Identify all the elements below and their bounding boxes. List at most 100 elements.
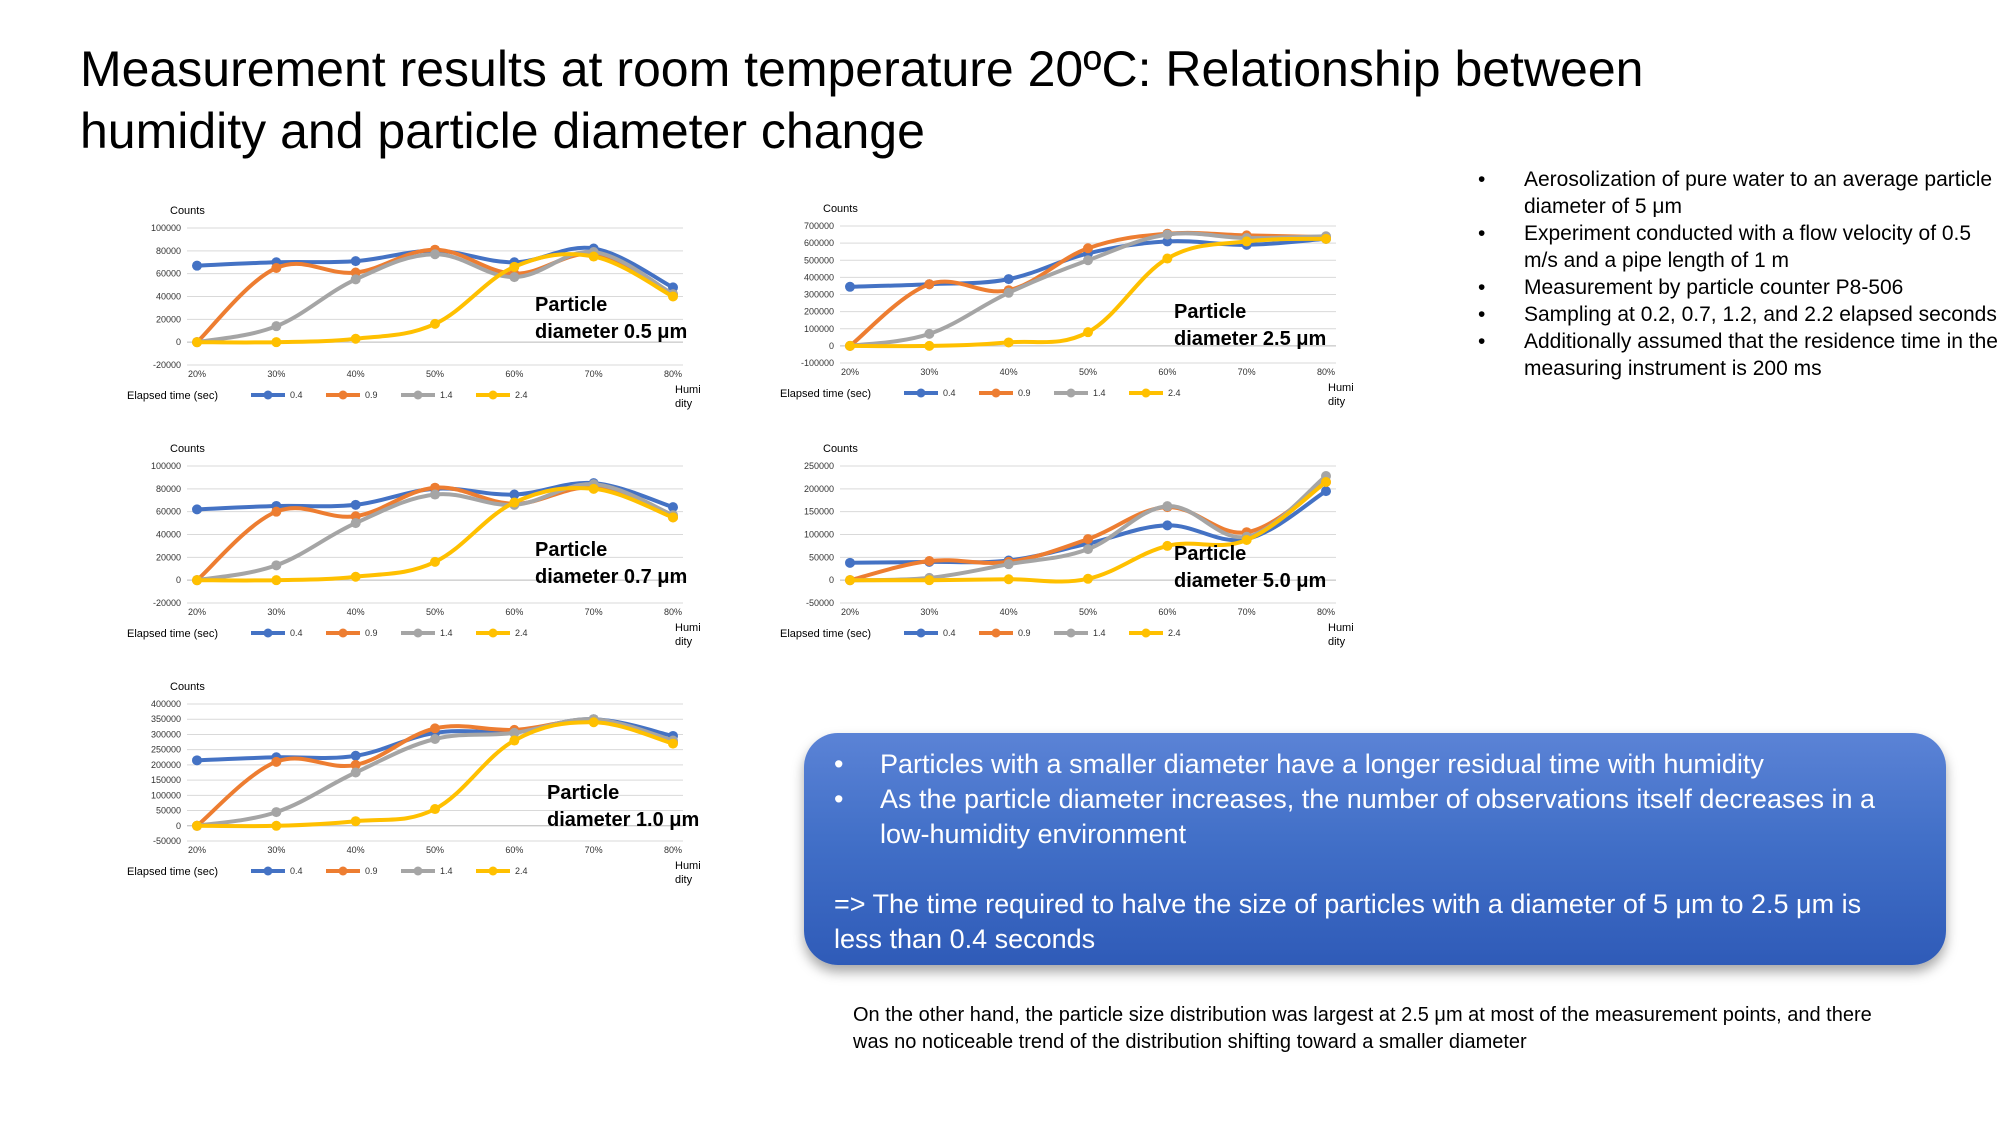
legend-swatch-marker [263, 866, 273, 876]
data-point [350, 759, 361, 770]
chart-4-svg: Counts -50000 0 50000 100000 150000 200000 2500… [127, 681, 701, 886]
data-point [271, 506, 282, 517]
y-tick-label: 0 [176, 575, 181, 585]
legend-swatch-marker [488, 628, 498, 638]
legend-label: 0.9 [1018, 628, 1031, 638]
x-tick-label: 30% [267, 369, 285, 379]
data-point [924, 555, 935, 566]
data-point [1162, 253, 1173, 264]
x-tick-label: 40% [1000, 607, 1018, 617]
data-point [350, 816, 361, 827]
x-tick-label: 20% [841, 367, 859, 377]
data-point [430, 249, 440, 260]
y-tick-label: 100000 [804, 324, 834, 334]
data-point [1083, 544, 1093, 555]
data-point [271, 321, 282, 332]
footnote-text: On the other hand, the particle size dis… [853, 1004, 1872, 1053]
x-tick-label: 30% [920, 607, 938, 617]
data-point [350, 767, 361, 778]
legend-swatch-marker [991, 628, 1001, 638]
x-tick-label: 70% [1238, 607, 1256, 617]
particle-diameter-annotation: Particle diameter 5.0 μm [1174, 543, 1326, 592]
data-point [588, 483, 599, 494]
legend-label: 2.4 [515, 628, 528, 638]
particle-diameter-annotation: Particle diameter 0.7 μm [535, 539, 687, 588]
legend-title: Elapsed time (sec) [780, 628, 871, 640]
data-point [1003, 274, 1014, 285]
y-tick-label: 40000 [156, 292, 181, 302]
data-point [430, 482, 440, 493]
x-tick-label: 60% [505, 607, 523, 617]
data-point [430, 734, 440, 745]
y-tick-label: 50000 [809, 552, 834, 562]
legend-label: 0.9 [365, 866, 378, 876]
y-tick-label: 150000 [151, 775, 181, 785]
legend-label: 2.4 [515, 866, 528, 876]
y-axis-label: Counts [823, 203, 858, 215]
y-tick-label: 100000 [151, 223, 181, 233]
data-point [1083, 243, 1093, 254]
notes-bullet-list: Aerosolization of pure water to an avera… [1478, 166, 1998, 382]
data-point [509, 489, 520, 500]
y-tick-label: 20000 [156, 314, 181, 324]
x-tick-label: 60% [505, 845, 523, 855]
legend-swatch-marker [263, 390, 273, 400]
data-point [271, 756, 282, 767]
x-axis-label: Humi dity [1328, 382, 1354, 408]
legend-label: 0.4 [290, 866, 303, 876]
legend-label: 1.4 [1093, 628, 1106, 638]
data-point [350, 256, 361, 267]
data-point [430, 556, 440, 567]
x-tick-label: 80% [1317, 367, 1335, 377]
x-tick-label: 40% [347, 607, 365, 617]
legend-label: 2.4 [1168, 628, 1181, 638]
data-point [509, 727, 520, 738]
chart-particle-2-5um: Counts -100000 0 100000 200000 300000 400000 50… [780, 198, 1368, 418]
data-point [509, 261, 520, 272]
y-axis-label: Counts [170, 205, 205, 217]
y-tick-label: 350000 [151, 714, 181, 724]
y-tick-label: -50000 [806, 598, 834, 608]
data-point [1321, 233, 1331, 244]
x-tick-label: 80% [664, 845, 682, 855]
data-point [668, 738, 678, 749]
y-tick-label: 250000 [804, 461, 834, 471]
legend-swatch-marker [1141, 388, 1151, 398]
data-point [271, 337, 282, 348]
chart-3-svg: Counts -50000 0 50000 100000 150000 200000 2500… [780, 443, 1354, 648]
data-point [192, 575, 202, 586]
legend-swatch-marker [1066, 388, 1076, 398]
legend-label: 0.4 [943, 628, 956, 638]
y-tick-label: -20000 [153, 360, 181, 370]
legend-label: 0.4 [290, 390, 303, 400]
x-tick-label: 80% [1317, 607, 1335, 617]
legend-label: 0.9 [1018, 388, 1031, 398]
data-point [1083, 327, 1093, 338]
y-tick-label: -20000 [153, 598, 181, 608]
y-tick-label: -100000 [801, 358, 834, 368]
data-point [271, 560, 282, 571]
data-point [192, 260, 202, 271]
x-tick-label: 50% [426, 845, 444, 855]
data-point [1003, 337, 1014, 348]
legend-swatch-marker [338, 866, 348, 876]
legend-swatch-marker [263, 628, 273, 638]
y-tick-label: 80000 [156, 246, 181, 256]
data-point [430, 318, 440, 329]
legend-title: Elapsed time (sec) [127, 390, 218, 402]
notes-bullet: Experiment conducted with a flow velocit… [1478, 220, 1998, 274]
x-tick-label: 70% [1238, 367, 1256, 377]
data-point [1162, 501, 1173, 512]
legend-swatch-marker [488, 866, 498, 876]
y-tick-label: 700000 [804, 221, 834, 231]
chart-particle-5-0um: Counts -50000 0 50000 100000 150000 200000 2500… [780, 438, 1368, 658]
x-tick-label: 70% [585, 607, 603, 617]
x-tick-label: 80% [664, 607, 682, 617]
x-tick-label: 80% [664, 369, 682, 379]
data-point [588, 251, 599, 262]
x-tick-label: 40% [347, 845, 365, 855]
y-tick-label: 500000 [804, 255, 834, 265]
data-point [430, 723, 440, 734]
x-tick-label: 40% [1000, 367, 1018, 377]
legend-label: 0.4 [290, 628, 303, 638]
